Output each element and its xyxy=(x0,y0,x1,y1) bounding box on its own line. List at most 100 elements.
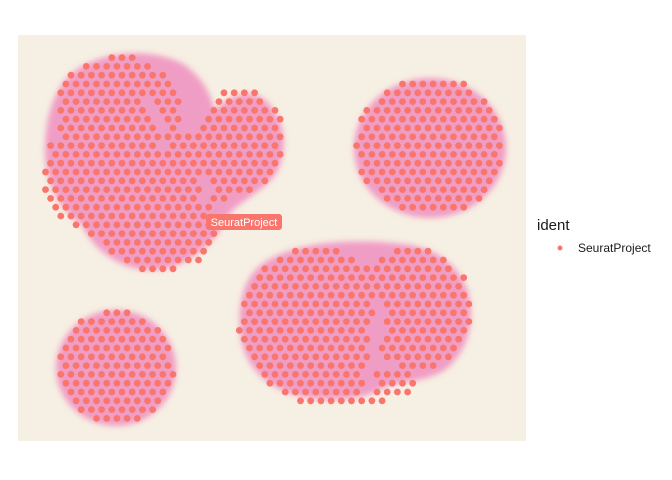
spot-point xyxy=(88,159,95,167)
spot-point xyxy=(307,379,315,387)
spot-point xyxy=(225,151,233,158)
spot-point xyxy=(317,256,325,264)
spot-point xyxy=(414,265,422,273)
spot-point xyxy=(164,221,172,229)
spot-point xyxy=(108,124,116,132)
spot-point xyxy=(363,124,371,132)
spot-point xyxy=(164,133,172,141)
spot-point xyxy=(98,371,105,378)
spot-point xyxy=(108,388,116,396)
spot-point xyxy=(62,203,70,211)
spot-point xyxy=(113,221,121,229)
spot-point xyxy=(399,115,406,123)
spot-point xyxy=(154,239,162,246)
spot-point xyxy=(159,371,167,378)
spot-point xyxy=(399,98,406,105)
spot-point xyxy=(128,406,136,413)
spot-point xyxy=(353,300,360,308)
spot-point xyxy=(271,353,279,361)
spot-point xyxy=(404,388,411,396)
spot-point xyxy=(383,89,391,97)
spot-point xyxy=(439,291,447,299)
spot-point xyxy=(190,142,197,150)
spot-point xyxy=(118,124,126,132)
spot-point xyxy=(404,265,411,273)
spot-point xyxy=(77,388,85,396)
spot-point xyxy=(388,327,396,334)
spot-point xyxy=(113,309,121,317)
cluster-label-text: SeuratProject xyxy=(211,217,278,229)
spot-point xyxy=(399,203,406,211)
spot-point xyxy=(394,300,401,308)
spot-point xyxy=(343,388,350,396)
spot-point xyxy=(251,335,258,343)
spot-point xyxy=(404,107,411,114)
spot-point xyxy=(123,344,131,352)
spot-point xyxy=(261,159,269,167)
spot-point xyxy=(230,142,238,150)
spot-point xyxy=(439,327,447,334)
spot-point xyxy=(394,283,401,290)
spot-point xyxy=(113,379,121,387)
spot-point xyxy=(271,159,279,167)
spot-point xyxy=(88,107,95,114)
spot-point xyxy=(490,115,498,123)
spot-point xyxy=(118,353,126,361)
spot-point xyxy=(82,344,90,352)
spot-point xyxy=(169,247,177,255)
spot-point xyxy=(286,309,294,317)
spot-point xyxy=(118,406,126,413)
spot-point xyxy=(93,397,100,405)
spot-point xyxy=(57,212,65,220)
spot-point xyxy=(133,379,141,387)
spot-point xyxy=(348,344,355,352)
spot-point xyxy=(388,256,396,264)
spot-point xyxy=(271,318,279,325)
spot-point xyxy=(424,283,432,290)
spot-point xyxy=(98,195,105,202)
spot-point xyxy=(312,388,320,396)
spot-point xyxy=(404,177,411,185)
spot-point xyxy=(353,318,360,325)
spot-point xyxy=(103,168,111,176)
spot-point xyxy=(88,335,95,343)
spot-point xyxy=(82,221,90,229)
spot-point xyxy=(72,115,80,123)
spot-point xyxy=(159,195,167,202)
spot-point xyxy=(159,177,167,185)
spot-point xyxy=(348,256,355,264)
spot-point xyxy=(113,327,121,334)
spot-point xyxy=(383,107,391,114)
spot-point xyxy=(62,379,70,387)
spot-point xyxy=(174,221,182,229)
spot-point xyxy=(144,133,151,141)
spot-point xyxy=(358,397,366,405)
spot-point xyxy=(133,168,141,176)
spot-point xyxy=(246,291,253,299)
spot-point xyxy=(312,353,320,361)
spot-point xyxy=(388,133,396,141)
spot-point xyxy=(144,256,151,264)
spot-point xyxy=(118,371,126,378)
spot-point xyxy=(159,89,167,97)
spot-point xyxy=(118,142,126,150)
spot-point xyxy=(123,415,131,422)
spot-point xyxy=(77,406,85,413)
spot-point xyxy=(88,353,95,361)
spot-point xyxy=(424,124,432,132)
spot-point xyxy=(139,247,146,255)
spot-point xyxy=(52,151,60,158)
spot-point xyxy=(337,256,345,264)
spot-point xyxy=(57,89,65,97)
spot-point xyxy=(184,239,192,246)
spot-point xyxy=(353,265,360,273)
spot-point xyxy=(399,151,406,158)
spot-point xyxy=(394,265,401,273)
spot-point xyxy=(439,168,447,176)
spot-point xyxy=(399,362,406,369)
spot-point xyxy=(118,318,126,325)
spot-point xyxy=(424,247,432,255)
spot-point xyxy=(404,371,411,378)
spot-point xyxy=(205,151,213,158)
spot-point xyxy=(363,107,371,114)
